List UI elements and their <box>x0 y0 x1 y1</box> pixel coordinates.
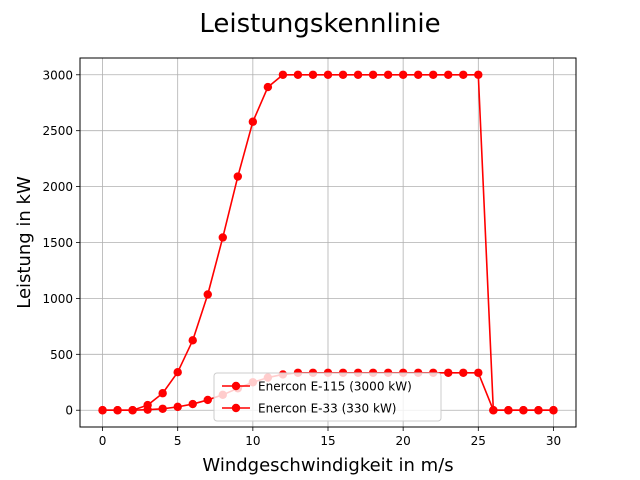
data-point <box>263 82 273 92</box>
data-point <box>233 172 243 181</box>
data-point <box>203 395 212 405</box>
x-tick-label: 0 <box>99 434 107 448</box>
data-point <box>398 70 408 79</box>
data-point <box>519 406 528 415</box>
x-axis-label: Windgeschwindigkeit in m/s <box>202 455 453 476</box>
chart-title: Leistungskennlinie <box>199 9 440 39</box>
data-point <box>128 406 137 415</box>
y-tick-label: 1500 <box>42 236 73 250</box>
data-point <box>444 368 453 377</box>
data-point <box>188 336 197 345</box>
y-axis-ticks: 0 500 1000 1500 2000 2500 3000 <box>42 68 80 418</box>
legend-box <box>213 372 442 422</box>
data-point <box>188 399 197 409</box>
y-tick-label: 2500 <box>42 124 73 138</box>
y-tick-label: 500 <box>50 348 73 362</box>
legend-marker <box>231 403 241 413</box>
data-point <box>173 368 182 377</box>
data-point <box>323 70 333 79</box>
y-tick-label: 2000 <box>42 180 73 194</box>
data-point <box>218 233 227 242</box>
y-tick-label: 1000 <box>42 292 73 306</box>
data-point <box>534 406 543 415</box>
y-tick-label: 3000 <box>42 68 73 82</box>
data-point <box>413 70 423 79</box>
data-point <box>459 368 468 377</box>
data-point <box>143 405 152 414</box>
legend-item: Enercon E-33 (330 kW) <box>222 402 397 416</box>
data-point <box>444 70 453 79</box>
legend: Enercon E-115 (3000 kW) Enercon E-33 (330… <box>213 372 442 422</box>
data-point <box>278 70 288 79</box>
data-point <box>383 70 393 79</box>
data-point <box>474 368 483 377</box>
data-point <box>489 406 498 415</box>
x-tick-label: 20 <box>396 434 411 448</box>
x-axis-ticks: 0 5 10 15 20 25 30 <box>99 427 561 448</box>
data-point <box>113 406 122 415</box>
legend-label: Enercon E-115 (3000 kW) <box>258 380 412 394</box>
legend-marker <box>231 381 241 391</box>
legend-label: Enercon E-33 (330 kW) <box>258 402 397 416</box>
data-point <box>158 404 167 413</box>
data-point <box>429 70 438 79</box>
data-point <box>308 70 318 79</box>
data-point <box>549 406 558 415</box>
data-point <box>353 70 363 79</box>
data-point <box>504 406 513 415</box>
y-tick-label: 0 <box>65 404 73 418</box>
data-point <box>293 70 303 79</box>
data-point <box>158 389 167 398</box>
data-point <box>474 70 483 79</box>
x-tick-label: 30 <box>546 434 561 448</box>
x-tick-label: 5 <box>174 434 182 448</box>
data-point <box>98 406 107 415</box>
data-point <box>459 70 468 79</box>
data-point <box>203 290 212 299</box>
data-point <box>368 70 378 79</box>
data-point <box>338 70 348 79</box>
x-tick-label: 15 <box>320 434 335 448</box>
legend-item: Enercon E-115 (3000 kW) <box>222 380 412 394</box>
y-axis-label: Leistung in kW <box>14 176 35 309</box>
x-tick-label: 25 <box>471 434 486 448</box>
data-point <box>173 402 182 412</box>
data-point <box>248 117 258 126</box>
x-tick-label: 10 <box>245 434 260 448</box>
